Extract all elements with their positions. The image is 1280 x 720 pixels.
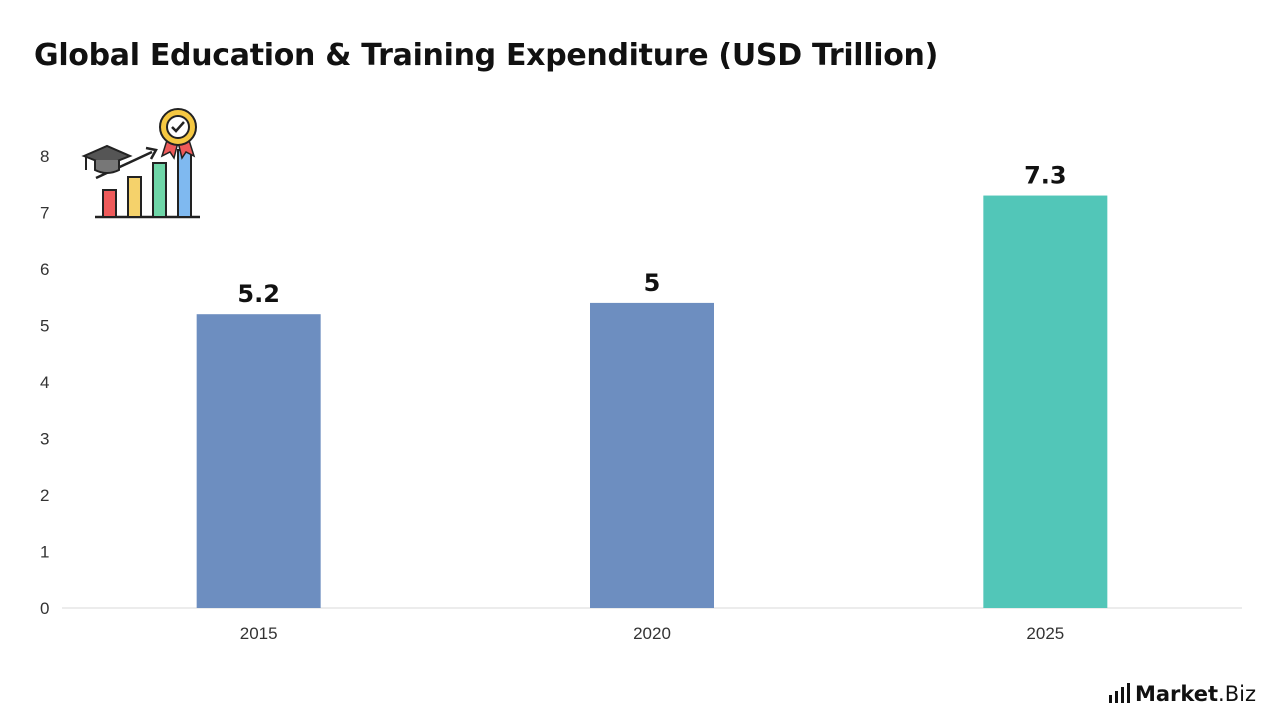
y-tick-label: 1 xyxy=(40,543,49,562)
x-tick-label: 2020 xyxy=(633,624,671,643)
bar-signal-icon xyxy=(1108,683,1130,703)
bar-2025 xyxy=(983,195,1108,609)
chart-title: Global Education & Training Expenditure … xyxy=(34,38,939,73)
y-tick-label: 3 xyxy=(40,430,49,449)
bar-2020 xyxy=(590,302,714,608)
x-tick-label: 2025 xyxy=(1026,624,1064,643)
brand-name-rest: .Biz xyxy=(1218,682,1256,706)
data-label-2015: 5.2 xyxy=(237,280,280,308)
y-tick-label: 8 xyxy=(40,147,49,166)
y-tick-label: 7 xyxy=(40,204,49,223)
x-tick-label: 2015 xyxy=(240,624,278,643)
data-label-2025: 7.3 xyxy=(1024,162,1067,190)
education-growth-icon xyxy=(81,108,200,219)
brand-name-bold: Market xyxy=(1134,682,1219,706)
y-tick-label: 4 xyxy=(40,373,49,392)
data-label-2020: 5 xyxy=(644,269,661,297)
y-tick-label: 6 xyxy=(40,260,49,279)
bar-2015 xyxy=(196,314,321,608)
brand-logo: Market.Biz xyxy=(1107,681,1256,706)
y-tick-label: 5 xyxy=(40,317,49,336)
y-tick-label: 0 xyxy=(40,599,49,618)
y-tick-label: 2 xyxy=(40,486,49,505)
